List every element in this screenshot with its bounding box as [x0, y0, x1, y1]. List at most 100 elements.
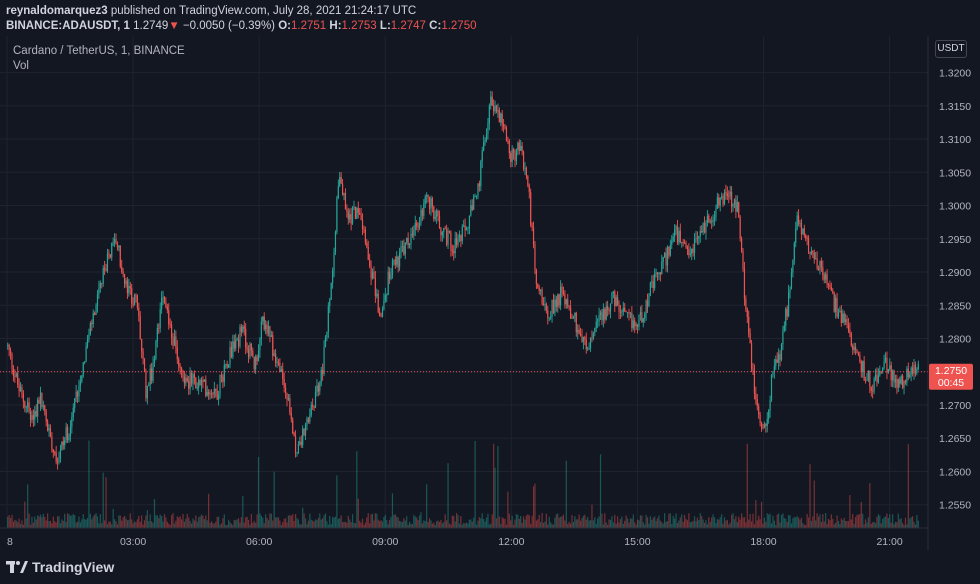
volume-bar	[180, 519, 183, 528]
candle-body	[333, 252, 335, 271]
volume-bar	[820, 522, 822, 528]
candle-body	[837, 312, 840, 317]
volume-bar	[354, 523, 357, 528]
candle-body	[537, 283, 539, 288]
candle-body	[11, 353, 13, 369]
candle-body	[706, 215, 708, 223]
candle-body	[605, 306, 607, 320]
candle-body	[460, 235, 462, 242]
volume-bar	[816, 513, 818, 528]
candle-body	[788, 292, 790, 317]
candle-body	[887, 369, 889, 373]
candle-body	[686, 247, 689, 250]
candle-body	[635, 324, 637, 327]
author-name[interactable]: reynaldomarquez3	[6, 5, 108, 17]
volume-bar	[656, 518, 659, 528]
candle-body	[827, 284, 830, 286]
candle-body	[330, 283, 332, 300]
candle-body	[866, 379, 868, 381]
chart-pane[interactable]: 1.3200 1.3150 1.3100 1.3050 1.3000 1.2950 1.29…	[0, 36, 980, 550]
candle-body	[68, 436, 70, 440]
candle-body	[253, 357, 255, 370]
candle-body	[199, 380, 201, 386]
volume-bar	[19, 523, 22, 528]
volume-bar	[198, 517, 200, 528]
time-axis[interactable]: 8 03:00 06:00 09:00 12:00 15:00 18:00 21:00	[0, 527, 928, 548]
volume-bar	[504, 518, 506, 528]
candle-body	[377, 293, 379, 313]
volume-bar	[356, 451, 358, 528]
candle-body	[102, 268, 104, 284]
candle-body	[282, 369, 284, 379]
candle-body	[893, 370, 895, 383]
volume-bar	[132, 523, 134, 528]
candle-body	[155, 341, 157, 359]
candle-body	[766, 418, 768, 426]
candle-body	[481, 150, 483, 162]
volume-bar	[564, 520, 566, 528]
price-chart[interactable]: 1.3200 1.3150 1.3100 1.3050 1.3000 1.2950 1.29…	[0, 36, 980, 550]
volume-bar	[719, 517, 721, 528]
candle-body	[514, 152, 516, 161]
volume-bar	[424, 521, 426, 528]
candle-body	[689, 253, 691, 255]
tradingview-logo[interactable]: TradingView	[6, 559, 114, 575]
candle-body	[662, 257, 664, 262]
candle-body	[617, 297, 619, 306]
volume-bar	[324, 513, 327, 528]
volume-bar	[732, 513, 734, 528]
candle-body	[324, 337, 327, 347]
candle-body	[403, 246, 405, 255]
candle-body	[437, 210, 439, 216]
candle-body	[495, 105, 498, 112]
volume-bar	[642, 522, 644, 528]
volume-bar	[337, 519, 339, 528]
volume-bar	[557, 513, 559, 528]
close-value: 1.2750	[441, 20, 477, 32]
candle-body	[353, 206, 355, 208]
volume-bar	[189, 520, 191, 528]
volume-bar	[625, 515, 627, 528]
candle-body	[386, 294, 388, 296]
volume-bar	[729, 522, 731, 528]
candle-body	[434, 216, 436, 219]
candle-body	[92, 313, 94, 325]
candle-body	[527, 175, 529, 186]
candle-body	[884, 357, 887, 362]
candle-body	[746, 308, 748, 317]
candle-body	[517, 142, 519, 151]
candle-body	[497, 109, 499, 112]
candle-body	[283, 378, 285, 388]
volume-bar	[226, 524, 228, 528]
volume-bar	[618, 522, 620, 528]
candle-body	[579, 333, 582, 336]
volume-bar	[64, 513, 66, 528]
candle-body	[240, 326, 243, 332]
candle-body	[683, 242, 686, 244]
candle-body	[443, 228, 445, 232]
candle-body	[591, 337, 593, 339]
candle-body	[427, 194, 429, 198]
candle-body	[825, 274, 827, 280]
candle-body	[490, 96, 492, 106]
price-axis[interactable]: 1.3200 1.3150 1.3100 1.3050 1.3000 1.2950 1.29…	[939, 68, 971, 512]
footer-bar: TradingView	[0, 550, 980, 584]
candle-body	[470, 205, 472, 216]
candle-body	[32, 415, 34, 420]
volume-bar	[408, 521, 411, 528]
volume-bar	[230, 523, 233, 528]
candle-body	[94, 313, 96, 316]
candle-body	[779, 354, 781, 360]
candle-body	[488, 105, 490, 124]
volume-bar	[346, 522, 348, 528]
candle-body	[111, 243, 113, 258]
volume-bar	[460, 516, 462, 528]
volume-bar	[133, 521, 136, 528]
volume-bar	[421, 523, 423, 528]
candle-body	[836, 297, 838, 317]
candle-body	[658, 272, 660, 275]
currency-badge[interactable]: USDT	[935, 40, 967, 58]
volume-bar	[461, 524, 463, 528]
candle-body	[735, 199, 737, 212]
candle-body	[294, 436, 297, 453]
